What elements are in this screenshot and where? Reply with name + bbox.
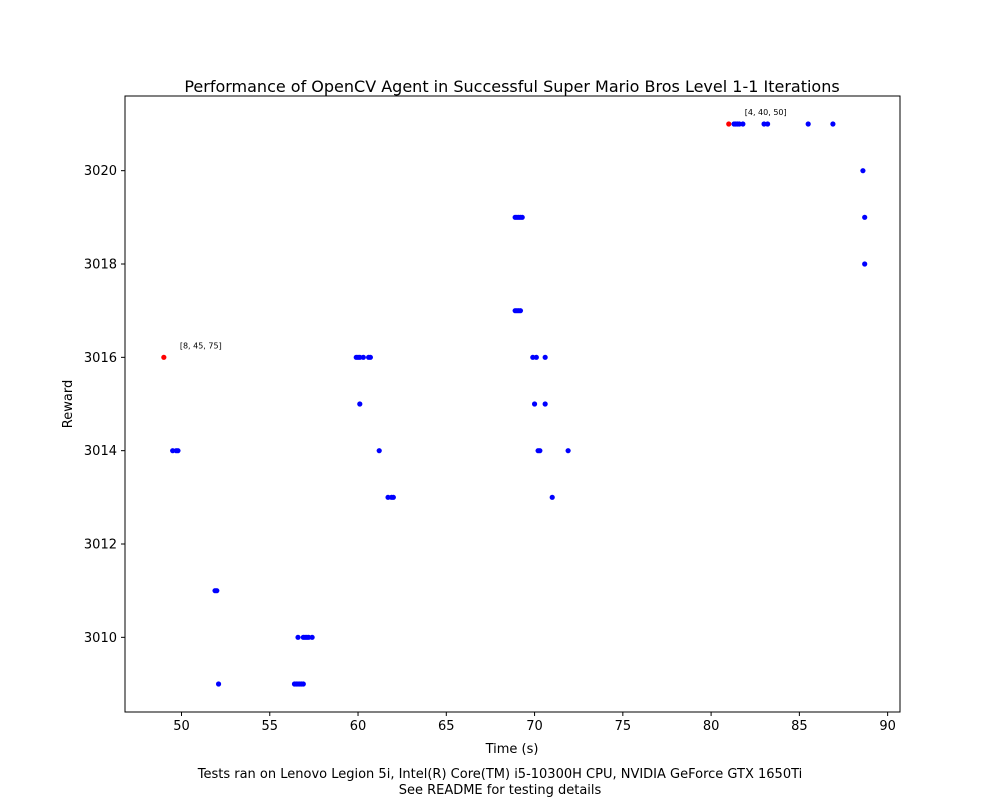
data-point: [357, 401, 363, 407]
y-tick-label: 3018: [84, 258, 117, 273]
chart-title: Performance of OpenCV Agent in Successfu…: [184, 77, 839, 96]
point-annotation: [4, 40, 50]: [745, 108, 787, 117]
data-point: [300, 681, 306, 687]
data-point: [360, 354, 366, 360]
data-point: [862, 261, 868, 267]
data-point: [533, 354, 539, 360]
data-point: [175, 448, 181, 454]
y-tick-label: 3020: [84, 164, 117, 179]
series-points-red: [161, 121, 732, 360]
data-point: [549, 494, 555, 500]
point-annotation: [8, 45, 75]: [180, 341, 222, 350]
x-tick-label: 90: [879, 719, 896, 734]
data-point: [531, 401, 538, 407]
x-tick-label: 60: [350, 719, 367, 734]
data-point: [214, 588, 220, 594]
data-point: [376, 448, 382, 454]
data-point: [519, 214, 525, 220]
x-axis-label: Time (s): [485, 742, 539, 757]
data-point: [805, 121, 811, 127]
data-point: [740, 121, 746, 127]
data-point: [565, 448, 571, 454]
data-point: [215, 681, 222, 687]
y-tick-label: 3010: [84, 631, 117, 646]
x-tick-label: 85: [791, 719, 808, 734]
x-tick-label: 70: [526, 719, 543, 734]
x-tick-label: 65: [438, 719, 455, 734]
footer-readme-note: See README for testing details: [399, 783, 602, 798]
data-point: [830, 121, 836, 127]
y-tick-label: 3012: [84, 538, 117, 553]
data-point: [295, 634, 301, 640]
data-point: [537, 448, 543, 454]
data-point: [161, 354, 167, 360]
data-point: [390, 494, 396, 500]
x-tick-label: 75: [615, 719, 632, 734]
y-tick-label: 3016: [84, 351, 117, 366]
x-tick-label: 55: [261, 719, 278, 734]
data-point: [309, 634, 315, 640]
y-axis-label: Reward: [61, 380, 76, 428]
data-point: [726, 121, 732, 127]
plot-frame: [124, 95, 901, 713]
data-point: [860, 168, 866, 174]
x-tick-label: 50: [173, 719, 190, 734]
x-axis: 50 55 60 65 70 75 80 85 90: [173, 712, 896, 734]
series-points-blue: [170, 121, 868, 687]
y-tick-label: 3014: [84, 444, 117, 459]
data-point: [542, 401, 548, 407]
data-point: [542, 354, 548, 360]
data-point: [517, 308, 524, 314]
data-point: [367, 354, 373, 360]
data-point: [764, 121, 771, 127]
footer-hardware-note: Tests ran on Lenovo Legion 5i, Intel(R) …: [197, 767, 803, 782]
x-tick-label: 80: [703, 719, 720, 734]
data-point: [862, 214, 868, 220]
y-axis: 3010 3012 3014 3016 3018 3020: [84, 164, 125, 646]
plot-area: [8, 45, 75] [4, 40, 50]: [161, 108, 868, 687]
